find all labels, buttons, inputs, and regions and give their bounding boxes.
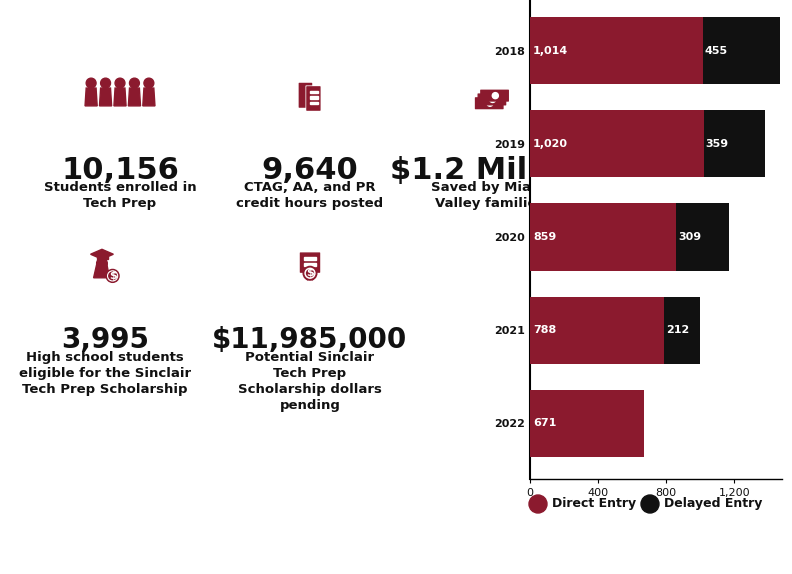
Text: $: $ — [109, 271, 116, 281]
Text: Valley families: Valley families — [436, 197, 545, 210]
Bar — [530, 203, 676, 270]
Circle shape — [109, 272, 116, 280]
FancyBboxPatch shape — [300, 253, 319, 272]
Circle shape — [493, 92, 498, 99]
FancyBboxPatch shape — [481, 90, 508, 101]
Text: $1.2 Million: $1.2 Million — [390, 156, 590, 185]
Text: 455: 455 — [705, 45, 728, 56]
Polygon shape — [143, 88, 155, 106]
FancyBboxPatch shape — [299, 83, 311, 107]
Bar — [703, 17, 780, 84]
Text: 212: 212 — [666, 325, 690, 335]
Circle shape — [115, 78, 125, 88]
Text: eligible for the Sinclair: eligible for the Sinclair — [19, 367, 191, 380]
Text: 309: 309 — [678, 232, 702, 242]
Text: 10,156: 10,156 — [61, 156, 179, 185]
Text: Tech Prep: Tech Prep — [83, 197, 157, 210]
Polygon shape — [307, 274, 313, 280]
Text: credit hours posted: credit hours posted — [237, 197, 383, 210]
Circle shape — [101, 78, 111, 88]
Circle shape — [641, 495, 659, 513]
Text: Students enrolled in: Students enrolled in — [44, 181, 196, 194]
FancyBboxPatch shape — [310, 91, 318, 94]
Circle shape — [305, 268, 315, 278]
Text: 788: 788 — [533, 325, 556, 335]
Text: pending: pending — [280, 399, 341, 412]
Text: Saved by Miami: Saved by Miami — [431, 181, 549, 194]
Text: 671: 671 — [533, 418, 557, 428]
Text: 3,995: 3,995 — [61, 326, 149, 354]
Text: Scholarship dollars: Scholarship dollars — [238, 383, 382, 396]
Circle shape — [130, 78, 139, 88]
Text: Delayed Entry: Delayed Entry — [664, 498, 763, 510]
Bar — [676, 203, 729, 270]
Text: Direct Entry: Direct Entry — [552, 498, 636, 510]
Text: 1,020: 1,020 — [533, 139, 568, 149]
Bar — [530, 297, 664, 364]
Circle shape — [144, 78, 154, 88]
Circle shape — [307, 270, 314, 277]
Text: Matriculation: Matriculation — [581, 19, 738, 39]
FancyBboxPatch shape — [303, 263, 317, 266]
Bar — [703, 110, 765, 177]
FancyBboxPatch shape — [478, 94, 505, 105]
Circle shape — [529, 495, 547, 513]
Circle shape — [303, 266, 317, 280]
Circle shape — [489, 96, 496, 103]
Polygon shape — [114, 88, 126, 106]
FancyBboxPatch shape — [307, 86, 321, 111]
Text: 9,640: 9,640 — [261, 156, 358, 185]
Polygon shape — [100, 88, 112, 106]
Text: CTAG, AA, and PR: CTAG, AA, and PR — [244, 181, 376, 194]
Circle shape — [108, 271, 117, 281]
Text: Tech Prep: Tech Prep — [273, 367, 347, 380]
Text: 859: 859 — [533, 232, 556, 242]
FancyBboxPatch shape — [310, 102, 318, 104]
Text: High school students: High school students — [26, 351, 184, 364]
Bar — [530, 17, 703, 84]
Text: 359: 359 — [706, 139, 729, 149]
Circle shape — [97, 258, 107, 269]
Bar — [664, 297, 700, 364]
FancyBboxPatch shape — [475, 98, 503, 108]
Text: Potential Sinclair: Potential Sinclair — [246, 351, 375, 364]
Polygon shape — [85, 88, 97, 106]
FancyBboxPatch shape — [303, 257, 317, 260]
Text: $11,985,000: $11,985,000 — [212, 326, 408, 354]
Polygon shape — [93, 265, 109, 278]
Circle shape — [106, 269, 119, 282]
Text: $: $ — [307, 268, 314, 278]
Text: Tech Prep Scholarship: Tech Prep Scholarship — [22, 383, 188, 396]
Bar — [530, 110, 703, 177]
Polygon shape — [90, 249, 113, 259]
Bar — [530, 390, 644, 457]
FancyBboxPatch shape — [310, 96, 318, 99]
FancyBboxPatch shape — [97, 255, 108, 259]
Circle shape — [86, 78, 96, 88]
Text: 1,014: 1,014 — [533, 45, 569, 56]
Circle shape — [487, 100, 493, 106]
Polygon shape — [128, 88, 140, 106]
FancyBboxPatch shape — [307, 87, 320, 110]
